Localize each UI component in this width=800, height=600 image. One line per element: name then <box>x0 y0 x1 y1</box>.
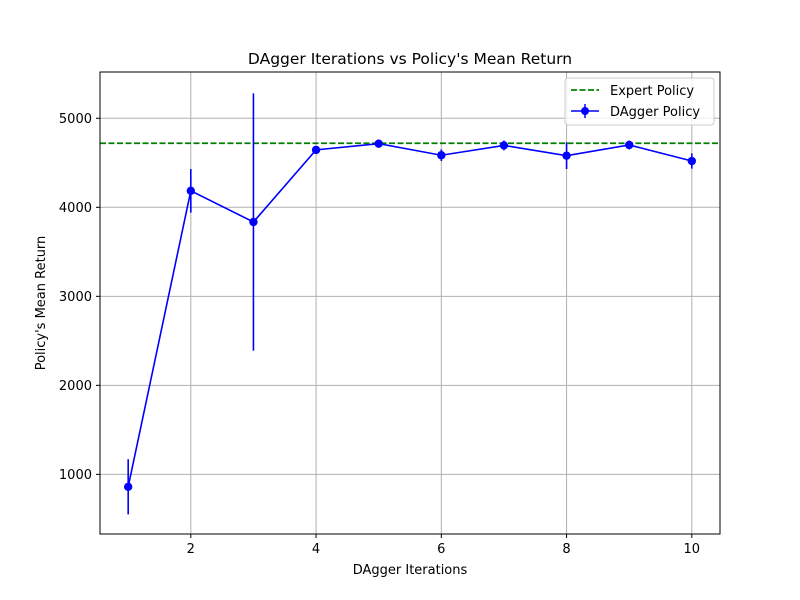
legend-box <box>564 77 715 126</box>
series-group <box>123 93 697 515</box>
x-axis: 2 4 6 8 10 <box>187 534 700 557</box>
y-tick-label: 5000 <box>59 112 92 127</box>
data-point <box>249 217 258 227</box>
chart-title: DAgger Iterations vs Policy's Mean Retur… <box>248 50 572 68</box>
x-axis-label: DAgger Iterations <box>353 563 468 578</box>
plot-frame <box>99 71 721 535</box>
data-point <box>123 482 133 492</box>
data-point <box>624 140 634 150</box>
y-tick-label: 1000 <box>59 468 92 483</box>
y-axis-label: Policy's Mean Return <box>34 236 49 371</box>
data-point <box>186 186 196 196</box>
y-tick-label: 4000 <box>59 201 92 216</box>
data-point <box>687 156 697 166</box>
data-point <box>437 151 446 160</box>
x-tick-label: 4 <box>312 542 320 557</box>
y-axis: 1000 2000 3000 4000 5000 <box>59 112 100 483</box>
data-point <box>562 151 571 160</box>
data-point <box>374 139 383 148</box>
x-tick-label: 8 <box>562 542 570 557</box>
legend-label-expert: Expert Policy <box>610 84 694 99</box>
legend-dagger-marker <box>581 107 589 115</box>
dagger-series-line <box>127 142 693 487</box>
x-tick-label: 2 <box>187 542 195 557</box>
data-point <box>311 145 321 155</box>
legend-label-dagger: DAgger Policy <box>610 105 700 120</box>
y-tick-label: 2000 <box>59 379 92 394</box>
legend: Expert Policy DAgger Policy <box>564 77 715 126</box>
x-tick-label: 10 <box>684 542 701 557</box>
data-point <box>499 141 509 150</box>
y-tick-label: 3000 <box>59 290 92 305</box>
x-tick-label: 6 <box>437 542 445 557</box>
